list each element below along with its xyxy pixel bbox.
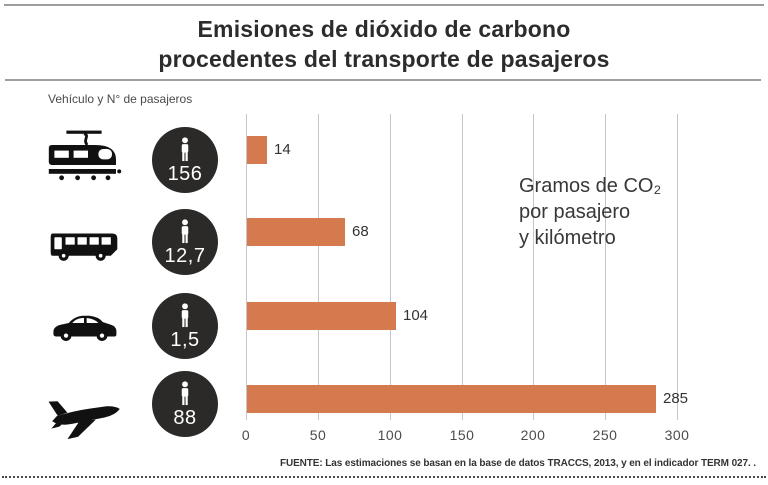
passenger-count: 156 — [167, 162, 203, 185]
top-divider — [4, 4, 764, 6]
bar-car — [247, 302, 396, 330]
source-note: FUENTE: Las estimaciones se basan en la … — [279, 458, 756, 469]
gridline-50 — [318, 114, 319, 420]
airplane-icon — [40, 383, 128, 445]
x-tick-label-150: 150 — [449, 427, 475, 443]
passenger-count-badge: 156 — [152, 127, 218, 193]
person-icon — [181, 302, 189, 327]
passenger-count: 12,7 — [164, 244, 206, 267]
bottom-divider — [2, 476, 766, 478]
x-tick-label-200: 200 — [520, 427, 546, 443]
bus-icon — [40, 215, 128, 277]
gridline-150 — [462, 114, 463, 420]
x-tick-label-50: 50 — [309, 427, 327, 443]
bar-tram — [247, 136, 267, 164]
x-tick-label-0: 0 — [241, 427, 251, 443]
bar-value-tram: 14 — [274, 141, 291, 158]
tram-icon — [40, 122, 128, 184]
bar-plane — [247, 385, 656, 413]
passenger-count-badge: 88 — [152, 371, 218, 437]
unit-annotation-line-1: Gramos de CO₂ — [519, 175, 662, 197]
bar-value-plane: 285 — [663, 390, 689, 407]
person-icon — [181, 136, 189, 161]
car-icon — [40, 296, 128, 358]
title-line-2: procedentes del transporte de pasajeros — [158, 46, 610, 72]
gridline-200 — [533, 114, 534, 420]
gridline-250 — [605, 114, 606, 420]
page-title: Emisiones de dióxido de carbono proceden… — [0, 14, 768, 74]
person-icon — [181, 218, 189, 243]
passenger-count-badge: 12,7 — [152, 209, 218, 275]
person-icon — [181, 380, 189, 405]
passenger-count: 1,5 — [170, 328, 200, 351]
x-tick-label-100: 100 — [377, 427, 403, 443]
unit-annotation-line-3: y kilómetro — [519, 227, 616, 249]
gridline-100 — [390, 114, 391, 420]
unit-annotation-line-2: por pasajero — [519, 201, 631, 223]
x-tick-label-300: 300 — [664, 427, 690, 443]
x-tick-label-250: 250 — [592, 427, 618, 443]
bar-value-car: 104 — [403, 307, 429, 324]
gridline-300 — [677, 114, 678, 420]
unit-annotation: Gramos de CO₂ por pasajero y kilómetro — [519, 173, 661, 251]
gridline-0 — [246, 114, 247, 420]
bar-value-bus: 68 — [352, 223, 369, 240]
bar-bus — [247, 218, 345, 246]
passenger-count: 88 — [173, 406, 197, 429]
vehicle-column-label: Vehículo y N° de pasajeros — [48, 92, 193, 106]
title-divider — [5, 79, 761, 81]
passenger-count-badge: 1,5 — [152, 293, 218, 359]
title-line-1: Emisiones de dióxido de carbono — [197, 16, 571, 42]
